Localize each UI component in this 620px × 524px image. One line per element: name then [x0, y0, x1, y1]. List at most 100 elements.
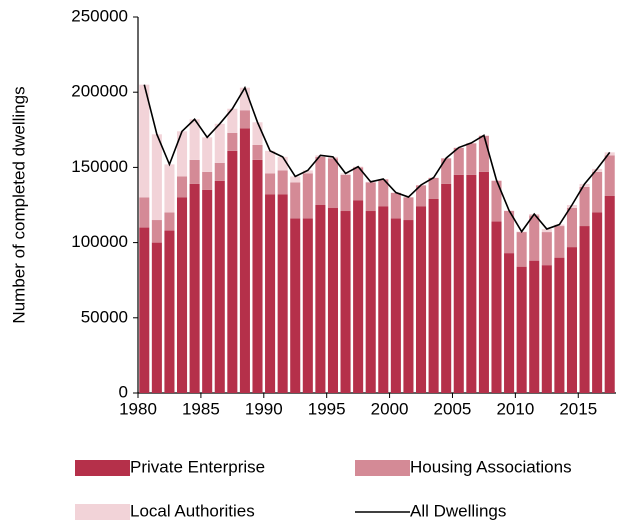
x-tick-label: 2010: [496, 399, 534, 418]
x-tick-label: 2000: [371, 399, 409, 418]
x-tick-label: 2005: [434, 399, 472, 418]
bar-segment: [453, 147, 464, 175]
bar-segment: [604, 195, 615, 393]
bar-segment: [151, 242, 162, 393]
x-tick-label: 2015: [559, 399, 597, 418]
bar-segment: [592, 171, 603, 213]
bar-segment: [189, 159, 200, 184]
bar-segment: [139, 227, 150, 393]
x-tick-label: 1980: [119, 399, 157, 418]
bar-segment: [327, 208, 339, 393]
bar-segment: [529, 260, 540, 393]
bar-segment: [176, 197, 188, 393]
bar-segment: [189, 183, 200, 393]
bar-segment: [478, 171, 489, 393]
bar-segment: [365, 211, 376, 393]
legend-swatch: [355, 460, 410, 476]
bar-segment: [290, 176, 301, 183]
bar-segment: [466, 143, 477, 175]
bar-segment: [365, 182, 376, 212]
bar-segment: [277, 194, 288, 393]
bar-segment: [541, 232, 552, 266]
bar-segment: [252, 144, 263, 160]
bar-segment: [441, 158, 452, 184]
bar-segment: [302, 170, 313, 174]
x-tick-label: 1995: [308, 399, 346, 418]
bar-segment: [478, 135, 489, 172]
bar-segment: [604, 155, 615, 196]
y-tick-label: 0: [119, 382, 128, 401]
bar-segment: [504, 253, 515, 393]
legend-swatch: [75, 460, 130, 476]
bar-segment: [541, 265, 552, 393]
bar-segment: [516, 266, 527, 393]
y-tick-label: 100000: [71, 232, 128, 251]
bar-segment: [202, 189, 213, 393]
bar-segment: [378, 206, 389, 393]
bar-segment: [516, 232, 527, 267]
bar-segment: [176, 131, 188, 177]
bar-segment: [491, 180, 502, 222]
bar-segment: [151, 220, 162, 243]
bar-segment: [290, 218, 301, 393]
bar-segment: [403, 220, 414, 393]
bar-segment: [604, 152, 615, 156]
bar-segment: [340, 211, 351, 393]
bar-segment: [403, 197, 414, 221]
bar-segment: [277, 170, 288, 195]
y-tick-label: 50000: [81, 307, 128, 326]
bar-segment: [164, 212, 175, 231]
legend-swatch: [75, 504, 130, 520]
bar-segment: [290, 182, 301, 219]
bar-segment: [566, 205, 578, 209]
legend-label: Private Enterprise: [130, 457, 265, 476]
bar-segment: [579, 226, 590, 393]
bar-segment: [353, 200, 364, 393]
bar-segment: [265, 173, 276, 195]
bar-segment: [340, 174, 351, 212]
legend-label: All Dwellings: [410, 501, 506, 520]
bar-segment: [592, 168, 603, 172]
bar-segment: [327, 158, 339, 209]
bar-segment: [214, 180, 225, 393]
bar-segment: [415, 185, 427, 207]
bar-segment: [541, 229, 552, 233]
bar-segment: [415, 206, 427, 393]
bar-segment: [277, 156, 288, 171]
bar-segment: [189, 119, 200, 160]
bar-segment: [252, 122, 263, 145]
bar-segment: [592, 212, 603, 393]
bar-segment: [227, 132, 238, 151]
bar-segment: [441, 183, 452, 393]
bar-segment: [315, 156, 326, 205]
bar-segment: [239, 87, 250, 111]
bar-segment: [239, 110, 250, 129]
bar-segment: [239, 128, 250, 393]
bar-segment: [227, 108, 238, 133]
bar-segment: [428, 177, 439, 199]
bar-segment: [378, 179, 389, 207]
bar-segment: [390, 218, 401, 393]
bar-segment: [554, 257, 565, 393]
bar-segment: [202, 137, 213, 172]
x-tick-label: 1990: [245, 399, 283, 418]
line: [143, 84, 611, 234]
bar-segment: [566, 247, 578, 393]
bar-segment: [390, 192, 401, 219]
y-axis-title: Number of completed dwellings: [9, 86, 28, 323]
bar-segment: [566, 208, 578, 248]
y-tick-label: 200000: [71, 82, 128, 101]
bar-segment: [176, 176, 188, 198]
bar-segment: [353, 167, 364, 201]
y-tick-label: 150000: [71, 157, 128, 176]
bar-segment: [164, 230, 175, 393]
bar-segment: [202, 171, 213, 190]
bar-segment: [504, 211, 515, 254]
x-tick-label: 1985: [182, 399, 220, 418]
bar-segment: [214, 162, 225, 181]
bar-segment: [428, 198, 439, 393]
bar-segment: [302, 218, 313, 393]
y-tick-label: 250000: [71, 6, 128, 25]
